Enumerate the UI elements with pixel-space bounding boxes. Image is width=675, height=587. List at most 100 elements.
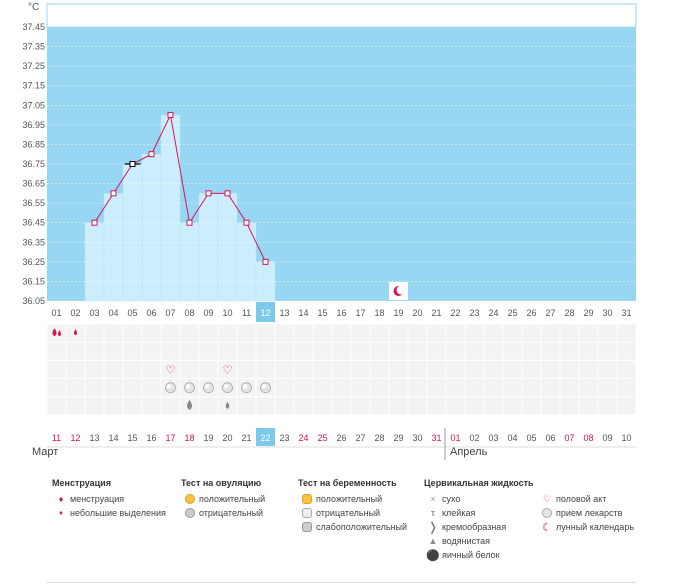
cycle-day-label: 11	[242, 308, 251, 318]
temp-point	[224, 190, 231, 197]
calendar-date-label: 07	[564, 433, 574, 443]
marker-cell	[351, 342, 370, 360]
drop-a	[52, 328, 57, 337]
marker-cell	[313, 360, 332, 379]
marker-cell	[180, 342, 199, 360]
pregnancy-positive-icon	[302, 494, 312, 504]
marker-cell	[408, 324, 427, 342]
cycle-day-label: 29	[583, 308, 593, 318]
marker-cell	[446, 324, 465, 342]
marker-cell	[218, 342, 237, 360]
marker-cell	[256, 324, 275, 342]
marker-cell	[598, 379, 617, 397]
pill-icon	[542, 508, 552, 518]
marker-cell	[237, 342, 256, 360]
cycle-day-label: 04	[108, 308, 118, 318]
marker-cell	[66, 360, 85, 379]
temperature-line	[94, 113, 266, 263]
marker-cell	[237, 360, 256, 379]
pill-shine	[205, 384, 209, 389]
cycle-day-label: 27	[545, 308, 555, 318]
calendar-date-label: 02	[469, 433, 479, 443]
marker-cell	[560, 397, 579, 415]
calendar-date-label: 01	[450, 433, 460, 443]
legend-pregnancy: Тест на беременность положительный отриц…	[298, 478, 407, 534]
marker-cell	[123, 324, 142, 342]
y-tick-label: 37.25	[22, 61, 45, 71]
cycle-day-label: 22	[450, 308, 460, 318]
marker-cell	[446, 360, 465, 379]
moon-shadow	[396, 285, 406, 295]
marker-cell	[560, 324, 579, 342]
marker-cell	[522, 360, 541, 379]
cycle-day-label: 12	[260, 308, 270, 318]
marker-cell	[332, 342, 351, 360]
legend-item: прием лекарств	[556, 508, 623, 518]
marker-cell	[161, 342, 180, 360]
y-tick-label: 36.05	[22, 296, 45, 306]
pill-body	[184, 382, 195, 394]
marker-cell	[408, 360, 427, 379]
legend-item: слабоположительный	[316, 522, 408, 532]
legend-item: отрицательный	[199, 508, 264, 518]
bbt-chart: °C 37.45 37.35 37.25 37.15 37.05 36.95 36.85 36…	[22, 2, 637, 460]
legend-cervical: Цервикальная жидкость × сухо τ клейкая ❭ кр…	[424, 478, 534, 562]
marker-cell	[541, 379, 560, 397]
marker-cell	[408, 397, 427, 415]
marker-cell	[85, 397, 104, 415]
temp-point	[167, 112, 174, 119]
heart-icon: ♡	[542, 493, 552, 504]
marker-cell	[427, 379, 446, 397]
legend: Менструация ♦ менструация ♦ небольшие выде…	[0, 478, 675, 583]
marker-cell	[142, 360, 161, 379]
marker-cell	[351, 360, 370, 379]
marker-cell	[598, 397, 617, 415]
watery-icon: ▲	[428, 536, 438, 546]
marker-cell	[408, 342, 427, 360]
temp-point	[262, 258, 269, 265]
calendar-date-label: 14	[108, 433, 118, 443]
watery-icon	[225, 401, 230, 409]
cycle-day-label: 21	[431, 308, 441, 318]
temp-bar	[160, 114, 181, 302]
marker-cell	[85, 360, 104, 379]
marker-cell	[332, 324, 351, 342]
temp-point	[243, 219, 250, 226]
pill-icon	[184, 382, 195, 394]
cycle-day-label: 13	[279, 308, 289, 318]
marker-cell	[47, 379, 66, 397]
temp-point	[186, 219, 193, 226]
marker-cell	[332, 397, 351, 415]
marker-cell	[66, 379, 85, 397]
marker-cell	[218, 324, 237, 342]
month-label-april: Апрель	[450, 446, 488, 458]
pill-icon	[222, 382, 233, 394]
legend-item: менструация	[70, 494, 125, 504]
pill-shine	[224, 384, 228, 389]
marker-cell	[522, 324, 541, 342]
dry-icon: ×	[430, 494, 436, 504]
marker-cell	[503, 324, 522, 342]
calendar-date-label: 22	[260, 433, 270, 443]
marker-cell	[104, 360, 123, 379]
pill-icon	[165, 382, 176, 394]
cycle-day-label: 10	[222, 308, 232, 318]
marker-cell	[275, 397, 294, 415]
y-tick-label: 36.15	[22, 276, 45, 286]
marker-cell	[199, 397, 218, 415]
legend-item: кремообразная	[442, 522, 507, 532]
pregnancy-negative-icon	[302, 508, 312, 518]
marker-cell	[446, 397, 465, 415]
egg-white-icon: ⚫	[426, 549, 440, 562]
legend-divider	[46, 582, 636, 583]
drop-b	[58, 330, 61, 337]
marker-cell	[313, 324, 332, 342]
spotting-icon: ♦	[59, 509, 63, 517]
marker-cell	[142, 342, 161, 360]
marker-cell	[522, 342, 541, 360]
marker-cell	[617, 360, 636, 379]
legend-item: положительный	[199, 494, 266, 504]
cycle-day-label: 03	[89, 308, 99, 318]
marker-cell	[579, 324, 598, 342]
calendar-date-label: 23	[279, 433, 289, 443]
